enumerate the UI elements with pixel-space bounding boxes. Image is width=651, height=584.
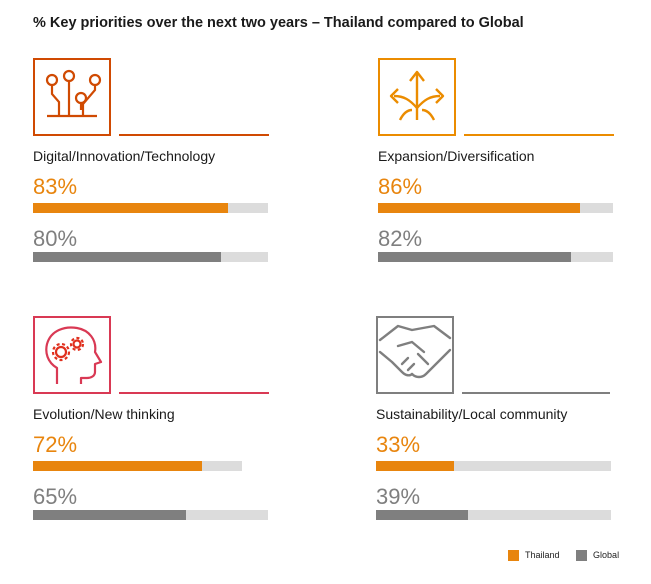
category-label: Sustainability/Local community (376, 406, 568, 422)
thailand-bar (33, 461, 203, 471)
divider (119, 392, 269, 394)
global-bar (33, 252, 221, 262)
category-label: Evolution/New thinking (33, 406, 175, 422)
global-value-label: 65% (33, 484, 78, 509)
thailand-value-label: 86% (378, 174, 423, 199)
legend-swatch-global (576, 550, 588, 562)
category-label: Expansion/Diversification (378, 148, 535, 164)
legend-item-thailand: Thailand (508, 550, 560, 562)
legend-label-thailand: Thailand (525, 550, 560, 561)
divider (464, 134, 614, 136)
global-value-label: 82% (378, 226, 423, 251)
divider (462, 392, 610, 394)
thailand-value-label: 72% (33, 432, 78, 457)
thailand-bar (378, 203, 581, 213)
global-bar (33, 510, 186, 520)
legend: Thailand Global (508, 550, 633, 562)
global-bar-track (33, 252, 268, 262)
diverging-arrows-icon (378, 58, 456, 136)
thailand-value-label: 33% (376, 432, 421, 457)
panel-expansion: Expansion/Diversification 86% 82% (378, 58, 618, 288)
category-label: Digital/Innovation/Technology (33, 148, 216, 164)
global-bar-track (378, 252, 613, 262)
head-gears-icon (33, 316, 111, 394)
handshake-icon (376, 316, 454, 394)
legend-swatch-thailand (508, 550, 519, 562)
thailand-bar-track (33, 203, 268, 213)
global-bar (376, 510, 468, 520)
chart-title: % Key priorities over the next two years… (33, 15, 524, 31)
thailand-value-label: 83% (33, 174, 78, 199)
global-bar-track (376, 510, 611, 520)
circuit-icon (33, 58, 111, 136)
thailand-bar-track (33, 461, 242, 471)
global-bar-track (33, 510, 268, 520)
global-value-label: 80% (33, 226, 78, 251)
panel-sustainability: Sustainability/Local community 33% 39% (376, 316, 616, 546)
legend-label-global: Global (593, 550, 620, 561)
panel-evolution: Evolution/New thinking 72% 65% (33, 316, 273, 546)
panel-digital: Digital/Innovation/Technology 83% 80% (33, 58, 273, 288)
global-value-label: 39% (376, 484, 421, 509)
divider (119, 134, 269, 136)
thailand-bar-track (378, 203, 613, 213)
thailand-bar-track (376, 461, 611, 471)
thailand-bar (33, 203, 229, 213)
legend-item-global: Global (576, 550, 620, 562)
thailand-bar (376, 461, 454, 471)
global-bar (378, 252, 571, 262)
